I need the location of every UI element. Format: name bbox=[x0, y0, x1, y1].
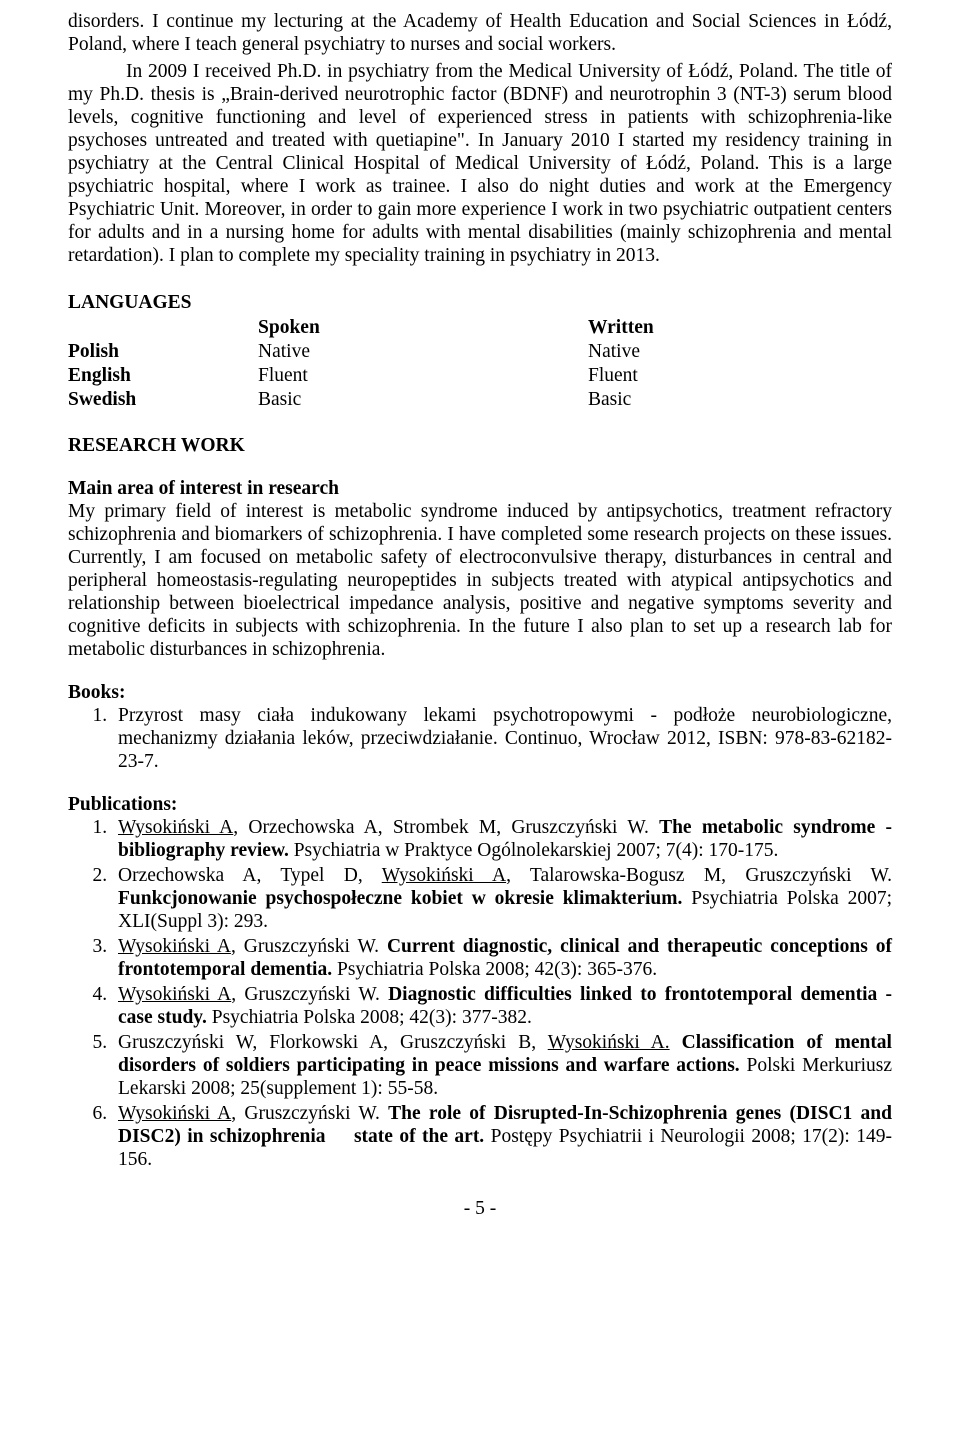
pub-author-rest: , Gruszczyński W. bbox=[231, 984, 388, 1005]
lang-spoken: Native bbox=[258, 340, 588, 364]
pub-item: Orzechowska A, Typel D, Wysokiński A, Ta… bbox=[112, 864, 892, 933]
lang-row: Polish Native Native bbox=[68, 340, 892, 364]
lang-row: English Fluent Fluent bbox=[68, 364, 892, 388]
pub-item: Wysokiński A, Gruszczyński W. Diagnostic… bbox=[112, 983, 892, 1029]
research-subhead: Main area of interest in research bbox=[68, 477, 892, 500]
languages-header-row: Spoken Written bbox=[68, 316, 892, 340]
pub-author-rest: , Gruszczyński W. bbox=[231, 936, 387, 957]
intro-para-2: In 2009 I received Ph.D. in psychiatry f… bbox=[68, 60, 892, 267]
page-number: - 5 - bbox=[68, 1197, 892, 1220]
page: disorders. I continue my lecturing at th… bbox=[0, 0, 960, 1434]
pub-author-rest: , Orzechowska A, Strombek M, Gruszczyńsk… bbox=[233, 817, 659, 838]
lang-name: Polish bbox=[68, 340, 258, 364]
lang-written: Native bbox=[588, 340, 892, 364]
books-heading: Books: bbox=[68, 681, 892, 704]
pub-item: Gruszczyński W, Florkowski A, Gruszczyńs… bbox=[112, 1031, 892, 1100]
pub-author-underline: Wysokiński A bbox=[118, 817, 233, 838]
pub-author-underline: Wysokiński A bbox=[118, 936, 231, 957]
lang-written: Basic bbox=[588, 388, 892, 412]
pub-tail: Psychiatria Polska 2008; 42(3): 377-382. bbox=[207, 1007, 532, 1028]
pub-item: Wysokiński A, Gruszczyński W. Current di… bbox=[112, 935, 892, 981]
book-text: Przyrost masy ciała indukowany lekami ps… bbox=[118, 705, 892, 772]
books-list: Przyrost masy ciała indukowany lekami ps… bbox=[68, 704, 892, 773]
pub-item: Wysokiński A, Orzechowska A, Strombek M,… bbox=[112, 816, 892, 862]
lang-written: Fluent bbox=[588, 364, 892, 388]
lang-name: Swedish bbox=[68, 388, 258, 412]
research-para: My primary field of interest is metaboli… bbox=[68, 500, 892, 661]
pub-item: Wysokiński A, Gruszczyński W. The role o… bbox=[112, 1102, 892, 1171]
pub-author-underline: Wysokiński A bbox=[382, 865, 506, 886]
lang-header-written: Written bbox=[588, 316, 892, 340]
intro-para-2-text: In 2009 I received Ph.D. in psychiatry f… bbox=[68, 61, 892, 266]
pub-tail: Psychiatria Polska 2008; 42(3): 365-376. bbox=[332, 959, 657, 980]
intro-para-1: disorders. I continue my lecturing at th… bbox=[68, 10, 892, 56]
pub-title: Funkcjonowanie psychospołeczne kobiet w … bbox=[118, 888, 682, 909]
pub-author-underline: Wysokiński A. bbox=[548, 1032, 670, 1053]
research-heading: RESEARCH WORK bbox=[68, 434, 892, 457]
languages-heading: LANGUAGES bbox=[68, 291, 892, 314]
book-item: Przyrost masy ciała indukowany lekami ps… bbox=[112, 704, 892, 773]
lang-spoken: Basic bbox=[258, 388, 588, 412]
lang-header-spoken: Spoken bbox=[258, 316, 588, 340]
pub-tail: Psychiatria w Praktyce Ogólnolekarskiej … bbox=[289, 840, 779, 861]
pub-author-underline: Wysokiński A bbox=[118, 1103, 231, 1124]
pub-author-rest bbox=[670, 1032, 682, 1053]
publications-list: Wysokiński A, Orzechowska A, Strombek M,… bbox=[68, 816, 892, 1171]
languages-table: Spoken Written Polish Native Native Engl… bbox=[68, 316, 892, 412]
publications-heading: Publications: bbox=[68, 793, 892, 816]
pub-author-rest: , Talarowska-Bogusz M, Gruszczyński W. bbox=[506, 865, 892, 886]
pub-author-pre: Orzechowska A, Typel D, bbox=[118, 865, 382, 886]
lang-spoken: Fluent bbox=[258, 364, 588, 388]
lang-name: English bbox=[68, 364, 258, 388]
lang-row: Swedish Basic Basic bbox=[68, 388, 892, 412]
pub-author-pre: Gruszczyński W, Florkowski A, Gruszczyńs… bbox=[118, 1032, 548, 1053]
pub-author-underline: Wysokiński A bbox=[118, 984, 231, 1005]
pub-author-rest: , Gruszczyński W. bbox=[231, 1103, 388, 1124]
